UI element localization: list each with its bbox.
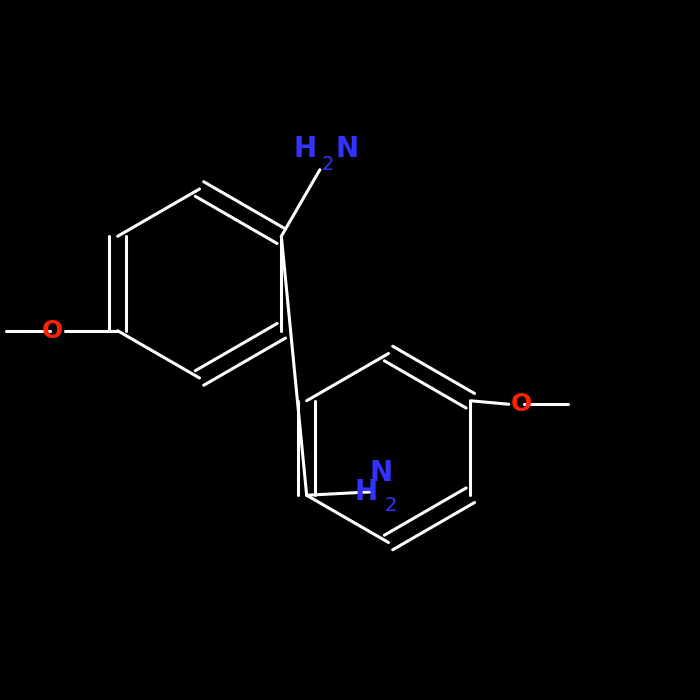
Text: H: H <box>293 135 316 163</box>
Text: 2: 2 <box>385 496 398 515</box>
Text: O: O <box>42 318 63 343</box>
Text: 2: 2 <box>321 155 334 174</box>
Text: O: O <box>511 392 532 416</box>
Text: N: N <box>370 458 393 486</box>
Text: H: H <box>355 478 378 506</box>
Text: N: N <box>336 135 359 163</box>
